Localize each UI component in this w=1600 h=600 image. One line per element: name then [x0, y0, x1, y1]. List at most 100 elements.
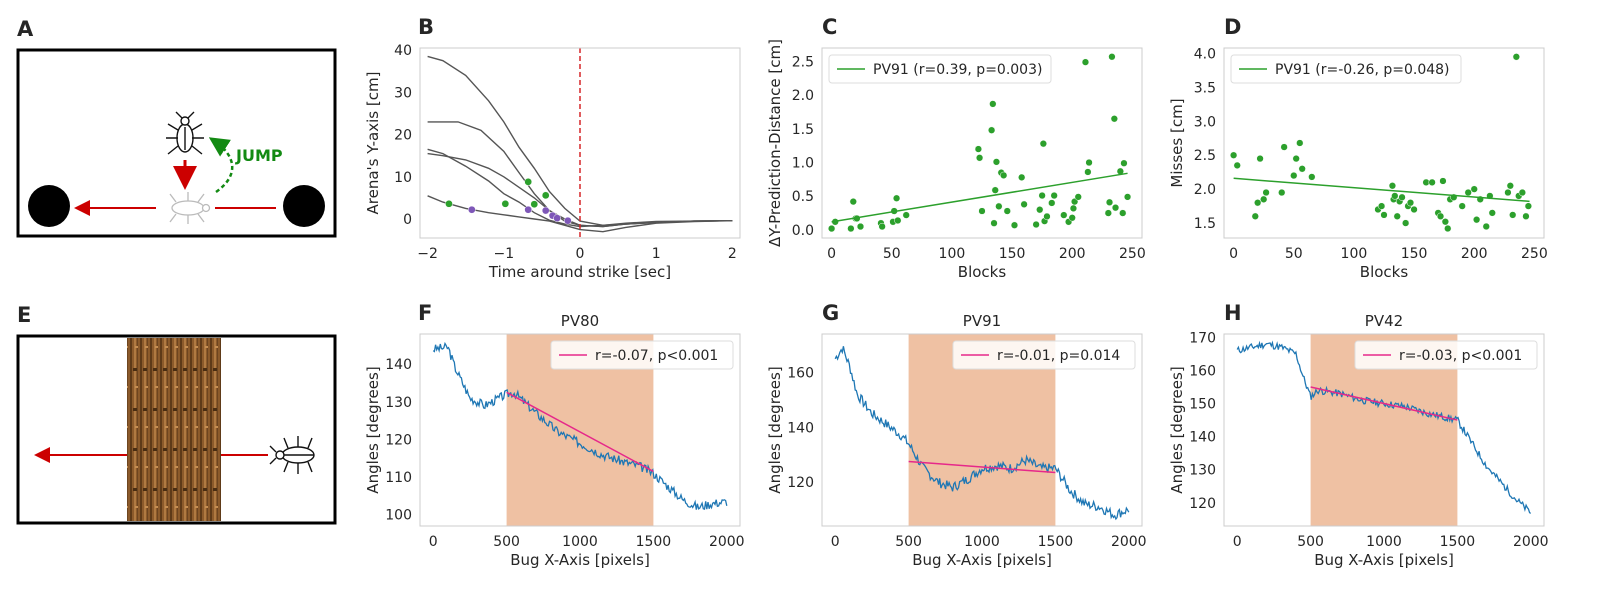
- legend-box: [550, 340, 734, 370]
- scatter-point: [1074, 193, 1082, 201]
- scatter-point: [1512, 53, 1520, 61]
- scatter-point: [1111, 204, 1120, 212]
- scatter-point: [1410, 205, 1418, 214]
- x-tick-label: −2: [417, 246, 438, 262]
- x-axis-label: Blocks: [1360, 263, 1409, 281]
- x-tick-label: 0: [429, 534, 438, 550]
- scatter-point: [1439, 177, 1447, 185]
- scatter-point: [1458, 202, 1466, 210]
- scatter-point: [974, 145, 983, 153]
- scatter-point: [894, 216, 902, 225]
- scatter-point: [1406, 199, 1415, 207]
- x-tick-label: 1000: [1366, 534, 1402, 550]
- scatter-point: [989, 100, 997, 108]
- scatter-point: [849, 197, 857, 206]
- x-tick-label: 0: [1229, 246, 1238, 262]
- scatter-point: [1296, 139, 1304, 147]
- y-tick-label: 170: [1189, 330, 1216, 346]
- scatter-point: [1108, 53, 1116, 61]
- x-tick-label: 100: [1341, 246, 1368, 262]
- chart-title: PV42: [1365, 312, 1403, 330]
- scatter-point: [1472, 216, 1481, 224]
- legend: r=-0.01, p=0.014: [952, 340, 1136, 370]
- y-tick-label: 150: [1189, 397, 1216, 413]
- scatter-point: [1380, 211, 1388, 219]
- purple-point: [553, 214, 561, 223]
- legend-box: [828, 54, 1052, 84]
- panel-letter-e: E: [17, 303, 31, 327]
- x-tick-label: 1000: [964, 534, 1000, 550]
- green-point: [501, 199, 510, 208]
- scatter-point: [1123, 193, 1132, 201]
- purple-point: [541, 206, 550, 215]
- panel-letter-g: G: [822, 301, 839, 325]
- scatter-point: [1290, 171, 1298, 180]
- y-axis-label: ΔY-Prediction-Distance [cm]: [766, 39, 784, 247]
- scatter-point: [987, 126, 996, 134]
- panel-letter-d: D: [1224, 15, 1241, 39]
- scatter-point: [1260, 195, 1268, 203]
- bug-bottom-icon: [169, 192, 211, 224]
- plot-frame: [1223, 333, 1545, 527]
- scatter-point: [1081, 58, 1090, 66]
- x-tick-label: 150: [999, 246, 1026, 262]
- bug-icon: [269, 436, 315, 474]
- scatter-point: [1388, 182, 1397, 190]
- x-tick-label: 2000: [709, 534, 745, 550]
- legend-box: [1230, 54, 1462, 84]
- legend: r=-0.03, p<0.001: [1354, 340, 1538, 370]
- fit-line: [1233, 177, 1530, 203]
- scatter-point: [856, 222, 865, 231]
- fit-line: [908, 460, 1056, 474]
- plot-frame: [419, 47, 741, 239]
- x-tick-label: 200: [1461, 246, 1488, 262]
- y-tick-label: 1.5: [792, 122, 814, 138]
- scatter-point: [978, 207, 986, 215]
- scatter-point: [1518, 188, 1526, 197]
- x-axis-label: Bug X-Axis [pixels]: [510, 551, 650, 569]
- arena-frame: [16, 334, 337, 525]
- y-tick-label: 120: [1189, 496, 1216, 512]
- y-tick-label: 2.5: [792, 54, 814, 70]
- scatter-point: [1298, 165, 1306, 173]
- chart-title: PV91: [963, 312, 1001, 330]
- scatter-point: [1000, 171, 1008, 179]
- panel-e-illustration: [16, 334, 337, 525]
- scatter-point: [1085, 158, 1093, 167]
- scatter-point: [1060, 211, 1068, 219]
- green-point: [445, 199, 453, 208]
- scatter-point: [1229, 151, 1238, 159]
- legend-label: PV91 (r=0.39, p=0.003): [873, 62, 1042, 78]
- legend-label: r=-0.07, p<0.001: [595, 348, 718, 364]
- y-tick-label: 160: [1189, 363, 1216, 379]
- scatter-point: [1488, 209, 1496, 217]
- y-axis-label: Arena's Y-axis [cm]: [364, 72, 382, 215]
- legend-label: r=-0.01, p=0.014: [997, 348, 1120, 364]
- x-tick-label: 250: [1521, 246, 1548, 262]
- bark-obstacle: [127, 338, 221, 521]
- y-tick-label: 40: [394, 43, 412, 59]
- scatter-point: [1018, 173, 1026, 182]
- scatter-point: [847, 224, 855, 233]
- scatter-point: [1069, 204, 1078, 213]
- y-tick-label: 130: [1189, 463, 1216, 479]
- y-tick-label: 20: [394, 128, 412, 144]
- x-tick-label: 1: [652, 246, 661, 262]
- y-axis-label: Angles [degrees]: [364, 366, 382, 493]
- scatter-point: [1444, 224, 1452, 233]
- scatter-point: [878, 222, 886, 231]
- chart-c: 0 50 100 150 200 250 0.0 0.5 1.0 1.5 2.0 2.5 Blocks Δ…: [766, 39, 1146, 281]
- y-tick-label: 0: [403, 212, 412, 228]
- chart-d: 0 50 100 150 200 250 1.5 2.0 2.5 3.0 3.5 4.0 Blocks M…: [1168, 46, 1548, 281]
- x-tick-label: 50: [1285, 246, 1303, 262]
- scatter-point: [1470, 185, 1478, 193]
- y-tick-label: 1.0: [792, 156, 814, 172]
- x-tick-label: 500: [1297, 534, 1324, 550]
- plot-frame: [419, 333, 741, 527]
- y-tick-label: 2.0: [792, 88, 814, 104]
- legend-label: r=-0.03, p<0.001: [1399, 348, 1522, 364]
- scatter-point: [1039, 140, 1048, 148]
- purple-point: [563, 216, 572, 225]
- legend: PV91 (r=0.39, p=0.003): [828, 54, 1052, 84]
